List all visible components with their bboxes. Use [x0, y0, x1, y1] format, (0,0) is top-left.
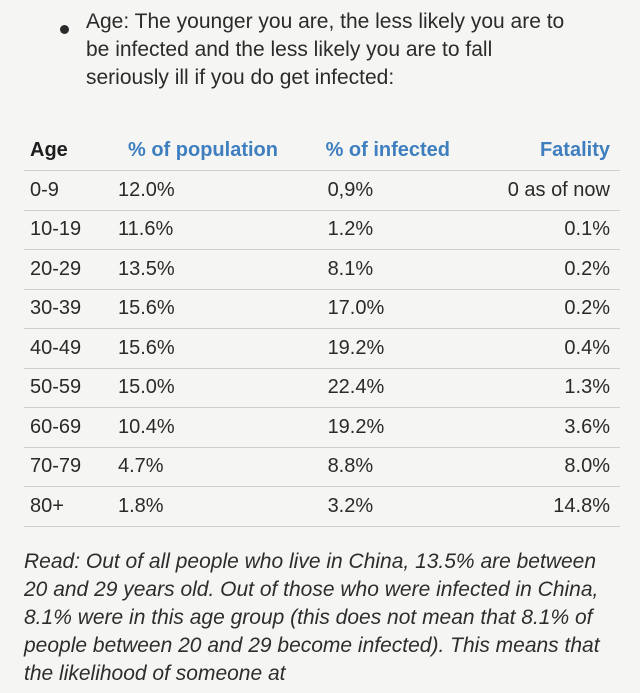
table-row: 0-9 12.0% 0,9% 0 as of now: [24, 170, 620, 210]
table-header-row: Age % of population % of infected Fatali…: [24, 130, 620, 171]
bullet-icon: [60, 25, 69, 34]
age-statistics-table: Age % of population % of infected Fatali…: [24, 130, 620, 527]
table-row: 80+ 1.8% 3.2% 14.8%: [24, 486, 620, 527]
cell-age: 20-29: [24, 249, 110, 289]
cell-infected: 1.2%: [317, 209, 482, 250]
intro-text: Age: The younger you are, the less likel…: [86, 10, 565, 89]
cell-infected: 8.1%: [317, 249, 482, 289]
table-row: 70-79 4.7% 8.8% 8.0%: [24, 446, 620, 487]
cell-infected: 17.0%: [317, 288, 482, 329]
cell-age: 60-69: [24, 407, 110, 447]
table-row: 30-39 15.6% 17.0% 0.2%: [24, 288, 620, 329]
table-row: 60-69 10.4% 19.2% 3.6%: [24, 407, 620, 447]
cell-fatality: 8.0%: [481, 446, 620, 487]
cell-age: 80+: [24, 486, 110, 527]
header-infected: % of infected: [325, 138, 451, 161]
table-row: 20-29 13.5% 8.1% 0.2%: [24, 249, 620, 289]
cell-fatality: 14.8%: [481, 486, 620, 527]
header-fatality: Fatality: [539, 138, 610, 161]
cell-infected: 0,9%: [317, 170, 482, 210]
cell-population: 12.0%: [110, 170, 318, 210]
cell-population: 15.6%: [110, 328, 318, 368]
cell-fatality: 0.1%: [481, 209, 620, 250]
read-explanation-note: Read: Out of all people who live in Chin…: [24, 550, 600, 685]
cell-fatality: 0.2%: [481, 249, 620, 289]
cell-age: 70-79: [24, 446, 110, 487]
cell-fatality: 3.6%: [481, 407, 620, 447]
cell-age: 50-59: [24, 367, 110, 408]
cell-infected: 19.2%: [317, 407, 482, 447]
cell-age: 10-19: [24, 209, 110, 250]
table-row: 50-59 15.0% 22.4% 1.3%: [24, 367, 620, 408]
cell-fatality: 0.2%: [481, 288, 620, 329]
cell-age: 30-39: [24, 288, 110, 329]
table-row: 10-19 11.6% 1.2% 0.1%: [24, 209, 620, 250]
cell-age: 0-9: [24, 170, 110, 210]
cell-infected: 22.4%: [317, 367, 482, 408]
cell-population: 13.5%: [110, 249, 318, 289]
cell-fatality: 1.3%: [481, 367, 620, 408]
cell-population: 10.4%: [110, 407, 318, 447]
cell-infected: 19.2%: [317, 328, 482, 368]
cell-fatality: 0.4%: [481, 328, 620, 368]
cell-infected: 3.2%: [317, 486, 482, 527]
cell-population: 15.6%: [110, 288, 318, 329]
intro-bullet: Age: The younger you are, the less likel…: [60, 8, 622, 92]
cell-age: 40-49: [24, 328, 110, 368]
header-age: Age: [30, 138, 68, 161]
cell-population: 4.7%: [110, 446, 318, 487]
cell-fatality: 0 as of now: [481, 170, 620, 210]
cell-population: 1.8%: [110, 486, 318, 527]
header-population: % of population: [128, 138, 278, 161]
cell-population: 11.6%: [110, 209, 318, 250]
table-row: 40-49 15.6% 19.2% 0.4%: [24, 328, 620, 368]
cell-infected: 8.8%: [317, 446, 482, 487]
cell-population: 15.0%: [110, 367, 318, 408]
